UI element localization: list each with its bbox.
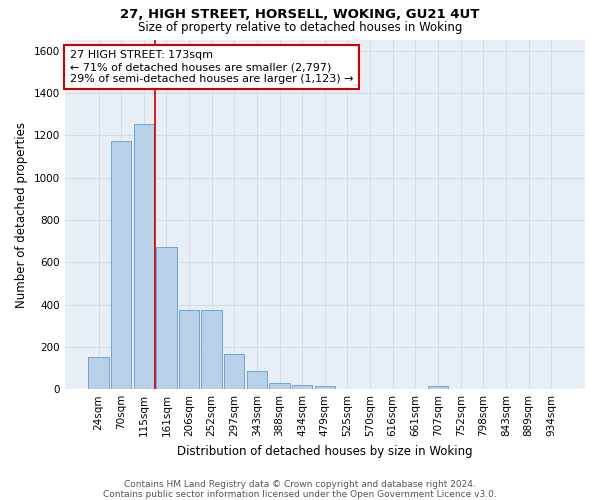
- Bar: [314, 386, 335, 389]
- Bar: [134, 124, 154, 389]
- X-axis label: Distribution of detached houses by size in Woking: Distribution of detached houses by size …: [177, 444, 473, 458]
- Text: 27, HIGH STREET, HORSELL, WOKING, GU21 4UT: 27, HIGH STREET, HORSELL, WOKING, GU21 4…: [121, 8, 479, 20]
- Bar: [111, 140, 131, 389]
- Text: Size of property relative to detached houses in Woking: Size of property relative to detached ho…: [138, 21, 462, 34]
- Bar: [269, 383, 290, 389]
- Text: 27 HIGH STREET: 173sqm
← 71% of detached houses are smaller (2,797)
29% of semi-: 27 HIGH STREET: 173sqm ← 71% of detached…: [70, 50, 353, 84]
- Bar: [88, 358, 109, 389]
- Bar: [224, 354, 244, 389]
- Bar: [292, 385, 313, 389]
- Bar: [428, 386, 448, 389]
- Bar: [179, 310, 199, 389]
- Bar: [247, 371, 267, 389]
- Text: Contains HM Land Registry data © Crown copyright and database right 2024.
Contai: Contains HM Land Registry data © Crown c…: [103, 480, 497, 499]
- Bar: [156, 248, 176, 389]
- Bar: [202, 310, 222, 389]
- Y-axis label: Number of detached properties: Number of detached properties: [15, 122, 28, 308]
